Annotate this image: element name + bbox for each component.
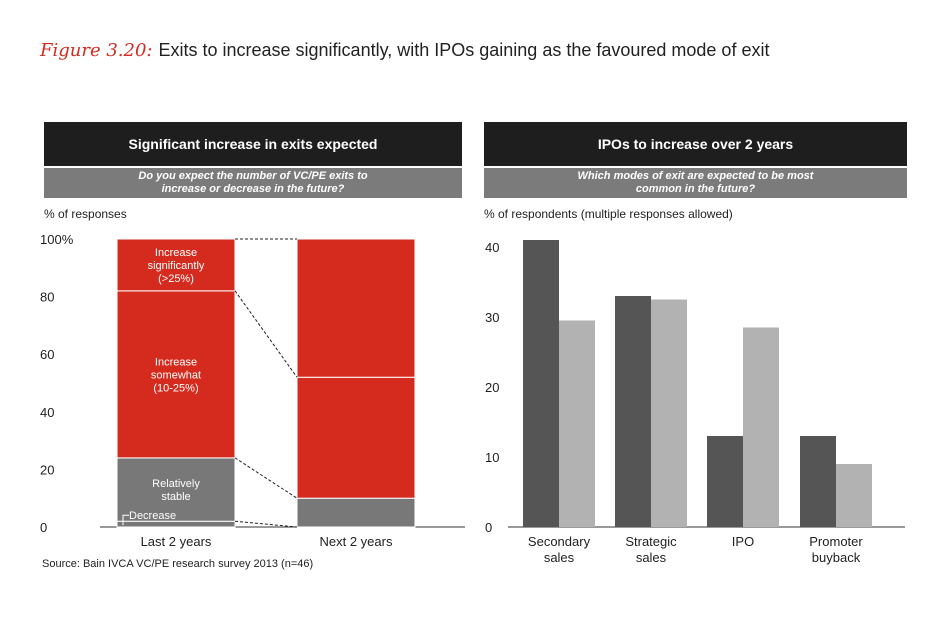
left-y-axis-title: % of responses — [44, 207, 127, 221]
left-bar-segment-relatively-stable — [296, 497, 416, 528]
right-y-tick-label: 0 — [485, 520, 492, 535]
decrease-bracket — [122, 514, 129, 526]
right-panel-header: IPOs to increase over 2 years — [484, 122, 907, 166]
left-connector-line — [234, 457, 298, 499]
left-panel-subheader-text: Do you expect the number of VC/PE exits … — [138, 170, 368, 195]
right-y-tick-label: 20 — [485, 380, 499, 395]
left-panel-header: Significant increase in exits expected — [44, 122, 462, 166]
left-panel-subheader: Do you expect the number of VC/PE exits … — [44, 168, 462, 198]
figure-label: Figure 3.20: — [40, 40, 153, 61]
right-bar-next-2-years — [559, 320, 595, 527]
left-segment-label: Increase — [155, 247, 197, 259]
left-y-tick-label: 100% — [40, 232, 74, 247]
right-bar-next-2-years — [651, 299, 687, 527]
right-y-axis-title: % of respondents (multiple responses all… — [484, 207, 733, 221]
left-y-tick-label: 0 — [40, 520, 47, 535]
right-y-tick-label: 40 — [485, 240, 499, 255]
left-segment-label: (10-25%) — [153, 382, 198, 394]
left-bar-segment-increase-significantly-25 — [116, 238, 236, 292]
left-y-tick-label: 20 — [40, 462, 54, 477]
right-x-category-label: Strategic — [625, 534, 677, 549]
right-bar-last-2-years — [707, 436, 743, 527]
left-connector-line — [234, 290, 298, 378]
left-bar-segment-increase-somewhat-10-25 — [296, 376, 416, 499]
left-y-tick-label: 40 — [40, 405, 54, 420]
right-bar-next-2-years — [743, 327, 779, 527]
right-panel-subheader: Which modes of exit are expected to be m… — [484, 168, 907, 198]
right-x-category-label: Promoter — [809, 534, 863, 549]
source-note: Source: Bain IVCA VC/PE research survey … — [42, 558, 314, 570]
left-bar-segment-increase-significantly-25 — [296, 238, 416, 378]
right-panel-subheader-text: Which modes of exit are expected to be m… — [577, 170, 814, 195]
right-x-category-label: sales — [544, 550, 575, 565]
left-segment-label: Increase — [155, 356, 197, 368]
right-x-category-label: buyback — [812, 550, 861, 565]
left-y-tick-label: 80 — [40, 290, 54, 305]
left-connector-line — [234, 520, 298, 528]
left-bar-segment-relatively-stable — [116, 457, 236, 522]
right-bar-last-2-years — [800, 436, 836, 527]
figure-title-text: Exits to increase significantly, with IP… — [158, 40, 770, 60]
right-y-tick-label: 10 — [485, 450, 499, 465]
figure-title: Figure 3.20: Exits to increase significan… — [40, 40, 769, 61]
left-x-category-label: Next 2 years — [320, 534, 393, 549]
left-x-category-label: Last 2 years — [141, 534, 212, 549]
left-segment-label: stable — [161, 491, 190, 503]
left-segment-label: (>25%) — [158, 273, 194, 285]
left-segment-label: significantly — [148, 260, 205, 272]
right-bar-next-2-years — [836, 464, 872, 527]
right-y-tick-label: 30 — [485, 310, 499, 325]
left-bar-segment-increase-somewhat-10-25 — [116, 290, 236, 459]
right-x-category-label: IPO — [732, 534, 754, 549]
right-x-category-label: Secondary — [528, 534, 591, 549]
left-segment-label: somewhat — [151, 369, 201, 381]
left-segment-label: Decrease — [129, 510, 176, 522]
left-segment-label: Relatively — [152, 478, 200, 490]
left-y-tick-label: 60 — [40, 347, 54, 362]
right-bar-last-2-years — [523, 240, 559, 527]
right-x-category-label: sales — [636, 550, 667, 565]
right-bar-last-2-years — [615, 296, 651, 527]
